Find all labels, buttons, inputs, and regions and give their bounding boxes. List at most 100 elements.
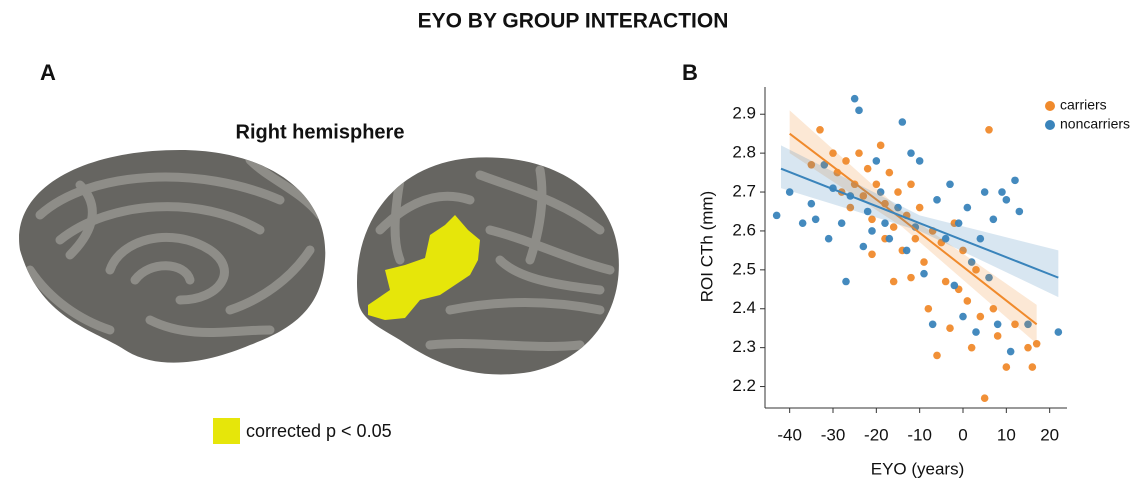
point [868, 215, 876, 224]
point [1015, 207, 1024, 216]
y-tick-label: 2.9 [732, 104, 756, 123]
panel-label: B [682, 60, 698, 85]
point [911, 234, 920, 243]
y-tick-label: 2.4 [732, 298, 756, 317]
x-tick-label: 10 [997, 425, 1016, 444]
point [1024, 320, 1032, 329]
y-tick-label: 2.8 [732, 143, 756, 162]
point [894, 188, 902, 196]
y-tick-label: 2.3 [732, 337, 756, 356]
x-tick-label: -30 [821, 425, 846, 444]
point [967, 258, 976, 266]
point [872, 157, 881, 165]
point [842, 277, 850, 286]
point [885, 234, 894, 243]
confidence-band [781, 145, 1059, 298]
point [798, 219, 807, 227]
point [998, 188, 1006, 196]
point [941, 277, 950, 286]
point [842, 157, 850, 165]
point [954, 219, 963, 227]
point [889, 277, 898, 286]
point [941, 234, 950, 243]
point [863, 164, 872, 173]
x-tick-label: -10 [907, 425, 932, 444]
point [902, 246, 911, 255]
point [859, 192, 868, 200]
y-tick-label: 2.5 [732, 259, 756, 278]
point [920, 258, 928, 266]
point [985, 125, 993, 134]
point [972, 328, 980, 336]
point [1011, 176, 1019, 185]
y-axis-label: ROI CTh (mm) [697, 191, 716, 302]
point [928, 320, 937, 329]
legend-label: carriers [1060, 97, 1107, 113]
y-tick-label: 2.6 [732, 220, 756, 239]
point [894, 203, 902, 212]
point [850, 94, 859, 103]
legend-swatch [213, 418, 240, 444]
point [980, 394, 989, 403]
point [959, 312, 967, 321]
point [820, 161, 829, 169]
point [924, 304, 933, 313]
point [933, 351, 941, 360]
point [915, 157, 924, 165]
point [963, 297, 972, 305]
y-tick-label: 2.7 [732, 182, 756, 201]
point [807, 161, 816, 169]
x-tick-label: -40 [777, 425, 802, 444]
point [876, 141, 885, 150]
point [855, 106, 863, 115]
brain-lateral [356, 157, 619, 375]
point [993, 320, 1002, 329]
legend-label: corrected p < 0.05 [246, 421, 392, 441]
point [963, 203, 972, 212]
point [907, 180, 915, 189]
y-tick-label: 2.2 [732, 376, 756, 395]
point [772, 211, 781, 220]
point [1054, 328, 1063, 336]
point [846, 203, 855, 212]
point [972, 266, 980, 274]
point [785, 188, 794, 196]
point [967, 343, 976, 352]
point [807, 199, 816, 208]
point [946, 180, 954, 189]
legend-marker [1045, 101, 1055, 111]
point [1032, 339, 1041, 348]
x-tick-label: 0 [958, 425, 967, 444]
point [872, 180, 881, 189]
point [907, 273, 915, 282]
point [985, 273, 993, 282]
point [811, 215, 820, 224]
point [889, 223, 898, 231]
panel-label: A [40, 60, 56, 85]
point [885, 168, 894, 177]
point [881, 219, 889, 227]
point [976, 312, 985, 321]
point [950, 281, 959, 290]
point [989, 304, 998, 313]
point [816, 125, 824, 134]
point [907, 149, 915, 157]
fit-line [780, 167, 1059, 279]
point [859, 242, 868, 251]
brain-subtitle: Right hemisphere [236, 121, 405, 143]
point [959, 246, 967, 255]
brain-medial [19, 150, 326, 363]
point [1002, 363, 1011, 371]
point [855, 149, 863, 157]
point [993, 332, 1002, 340]
point [1006, 347, 1015, 356]
point [976, 234, 985, 243]
x-tick-label: 20 [1040, 425, 1059, 444]
legend-marker [1045, 120, 1055, 130]
point [863, 207, 872, 216]
point [824, 234, 833, 243]
point [1002, 196, 1011, 204]
point [915, 203, 924, 212]
point [898, 118, 907, 126]
